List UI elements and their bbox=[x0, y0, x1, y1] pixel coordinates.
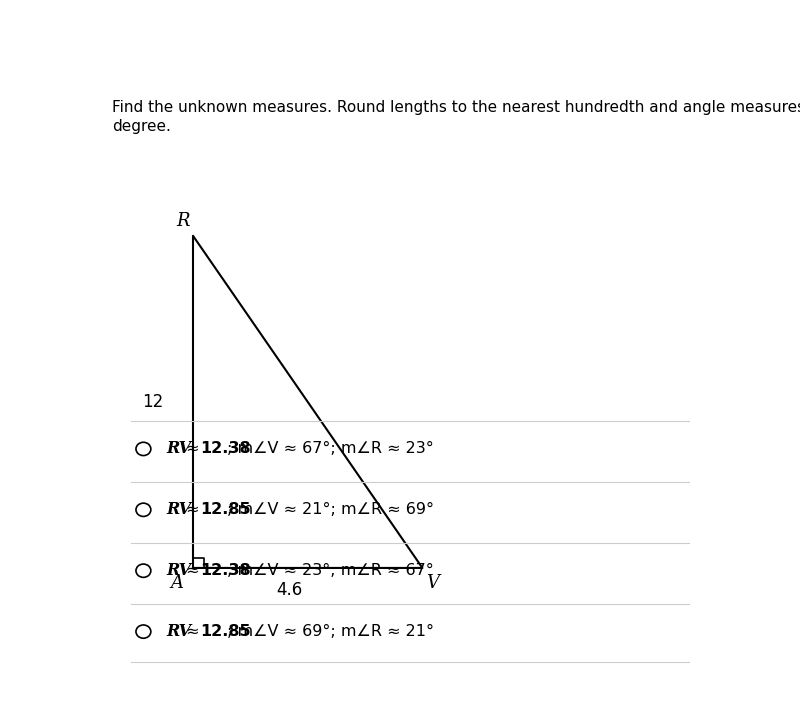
Text: 12: 12 bbox=[142, 393, 163, 411]
Text: ≈: ≈ bbox=[182, 503, 205, 517]
Text: 12.38: 12.38 bbox=[200, 563, 250, 578]
Text: 4.6: 4.6 bbox=[276, 581, 302, 599]
Text: ; m∠V ≈ 69°; m∠R ≈ 21°: ; m∠V ≈ 69°; m∠R ≈ 21° bbox=[227, 624, 434, 639]
Text: 12.85: 12.85 bbox=[200, 624, 250, 639]
Text: V: V bbox=[426, 574, 439, 592]
Text: RV: RV bbox=[166, 562, 191, 580]
Text: RV: RV bbox=[166, 501, 191, 518]
Text: ≈: ≈ bbox=[182, 563, 205, 578]
Text: Find the unknown measures. Round lengths to the nearest hundredth and angle meas: Find the unknown measures. Round lengths… bbox=[112, 100, 800, 115]
Text: RV: RV bbox=[166, 441, 191, 457]
Text: R: R bbox=[176, 212, 190, 230]
Text: ; m∠V ≈ 23°; m∠R ≈ 67°: ; m∠V ≈ 23°; m∠R ≈ 67° bbox=[227, 563, 434, 578]
Text: A: A bbox=[170, 574, 183, 592]
Text: 12.38: 12.38 bbox=[200, 441, 250, 457]
Text: RV: RV bbox=[166, 623, 191, 640]
Text: ≈: ≈ bbox=[182, 441, 205, 457]
Text: 12.85: 12.85 bbox=[200, 503, 250, 517]
Text: ; m∠V ≈ 21°; m∠R ≈ 69°: ; m∠V ≈ 21°; m∠R ≈ 69° bbox=[227, 503, 434, 517]
Text: ≈: ≈ bbox=[182, 624, 205, 639]
Text: ; m∠V ≈ 67°; m∠R ≈ 23°: ; m∠V ≈ 67°; m∠R ≈ 23° bbox=[227, 441, 434, 457]
Text: degree.: degree. bbox=[112, 119, 171, 134]
